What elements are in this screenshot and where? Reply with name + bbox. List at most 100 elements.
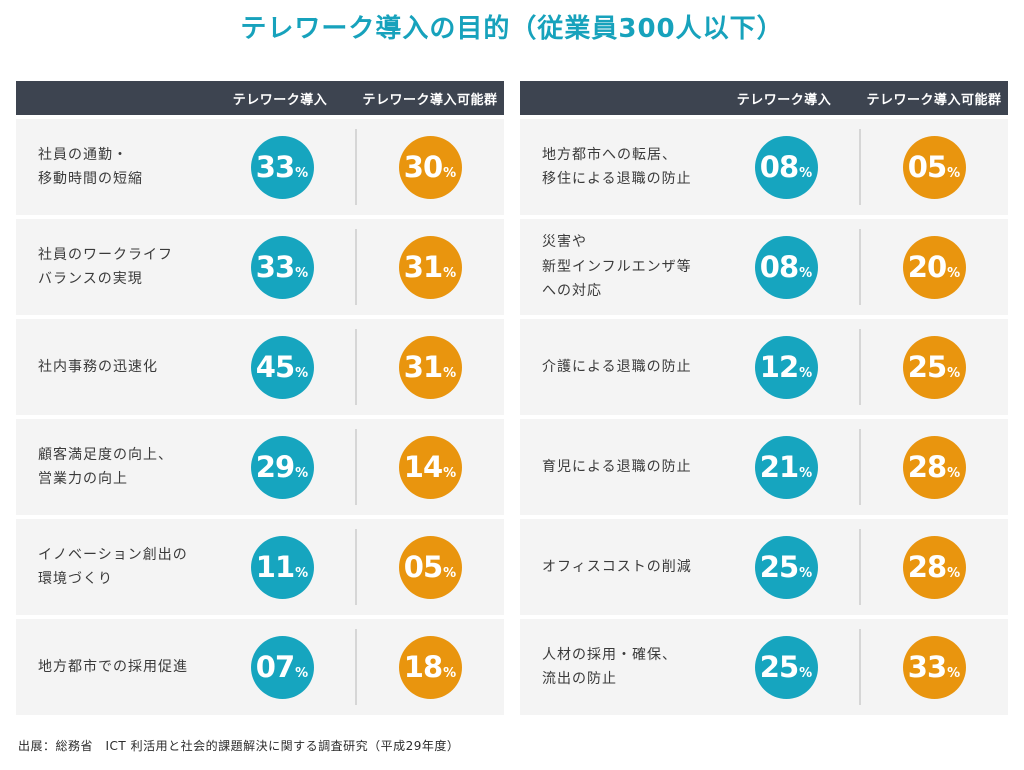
introduced-value: 21 (759, 449, 799, 484)
percent-sign: % (443, 165, 457, 181)
column-divider (355, 429, 357, 506)
table-row: 社員の通勤・ 移動時間の短縮 33% 30% (16, 119, 504, 216)
table-row: 育児による退職の防止 21% 28% (520, 419, 1008, 516)
source-note: 出展：総務省 ICT 利活用と社会的課題解決に関する調査研究（平成29年度） (18, 739, 460, 754)
percent-sign: % (295, 465, 309, 481)
introduced-value-circle: 11% (250, 535, 314, 599)
column-header-introduced: テレワーク導入 (736, 92, 832, 108)
introduced-value: 33 (255, 249, 295, 284)
column-divider (355, 329, 357, 406)
introduced-value-circle: 07% (250, 635, 314, 699)
introduced-cell: 07% (208, 635, 356, 699)
introduced-value: 33 (255, 149, 295, 184)
introduced-cell: 12% (712, 335, 860, 399)
row-label: 社内事務の迅速化 (38, 358, 158, 375)
row-label: 顧客満足度の向上、 営業力の向上 (38, 446, 173, 488)
introduced-value: 08 (759, 249, 799, 284)
possible-value-circle: 14% (398, 435, 462, 499)
possible-value: 28 (907, 549, 947, 584)
panel-left: テレワーク導入 テレワーク導入可能群 社員の通勤・ 移動時間の短縮 33% 30… (16, 81, 504, 716)
row-label: 介護による退職の防止 (542, 358, 692, 375)
percent-sign: % (947, 465, 961, 481)
possible-cell: 30% (356, 135, 504, 199)
percent-sign: % (947, 265, 961, 281)
panel-right: テレワーク導入 テレワーク導入可能群 地方都市への転居、 移住による退職の防止 … (520, 81, 1008, 716)
introduced-value-circle: 45% (250, 335, 314, 399)
introduced-value-circle: 25% (754, 635, 818, 699)
possible-value: 31 (403, 249, 443, 284)
percent-sign: % (295, 365, 309, 381)
introduced-value: 25 (759, 549, 799, 584)
percent-sign: % (947, 665, 961, 681)
introduced-cell: 45% (208, 335, 356, 399)
possible-value: 18 (403, 649, 443, 684)
possible-cell: 14% (356, 435, 504, 499)
panel-header-left: テレワーク導入 テレワーク導入可能群 (16, 81, 504, 116)
panel-header-right: テレワーク導入 テレワーク導入可能群 (520, 81, 1008, 116)
possible-value-circle: 28% (902, 535, 966, 599)
percent-sign: % (947, 365, 961, 381)
table-row: 地方都市への転居、 移住による退職の防止 08% 05% (520, 119, 1008, 216)
possible-value: 20 (907, 249, 947, 284)
introduced-cell: 33% (208, 235, 356, 299)
percent-sign: % (443, 365, 457, 381)
row-label: 地方都市での採用促進 (38, 658, 188, 675)
percent-sign: % (443, 565, 457, 581)
row-label: イノベーション創出の 環境づくり (38, 546, 188, 588)
table-row: 介護による退職の防止 12% 25% (520, 319, 1008, 416)
possible-cell: 28% (860, 435, 1008, 499)
introduced-cell: 29% (208, 435, 356, 499)
introduced-cell: 08% (712, 135, 860, 199)
introduced-value: 45 (255, 349, 295, 384)
possible-value: 33 (907, 649, 947, 684)
percent-sign: % (443, 265, 457, 281)
rows-right: 地方都市への転居、 移住による退職の防止 08% 05% 災害や 新型インフルエ… (520, 119, 1008, 716)
percent-sign: % (443, 665, 457, 681)
introduced-cell: 33% (208, 135, 356, 199)
column-divider (859, 429, 861, 506)
percent-sign: % (799, 265, 813, 281)
row-label: 社員のワークライフ バランスの実現 (38, 246, 173, 288)
introduced-value: 08 (759, 149, 799, 184)
table-row: 社員のワークライフ バランスの実現 33% 31% (16, 219, 504, 316)
introduced-cell: 25% (712, 635, 860, 699)
row-label: 災害や 新型インフルエンザ等 への対応 (542, 234, 692, 300)
percent-sign: % (295, 265, 309, 281)
percent-sign: % (443, 465, 457, 481)
row-label: オフィスコストの削減 (542, 558, 692, 575)
possible-value: 30 (403, 149, 443, 184)
introduced-value-circle: 33% (250, 135, 314, 199)
possible-value: 05 (907, 149, 947, 184)
possible-value-circle: 20% (902, 235, 966, 299)
column-divider (355, 229, 357, 306)
row-label: 人材の採用・確保、 流出の防止 (542, 646, 677, 688)
introduced-value: 07 (255, 649, 295, 684)
possible-cell: 28% (860, 535, 1008, 599)
possible-value-circle: 30% (398, 135, 462, 199)
row-label: 社員の通勤・ 移動時間の短縮 (38, 146, 143, 188)
column-divider (355, 129, 357, 206)
percent-sign: % (947, 165, 961, 181)
panels-container: テレワーク導入 テレワーク導入可能群 社員の通勤・ 移動時間の短縮 33% 30… (0, 81, 1024, 716)
introduced-value-circle: 08% (754, 235, 818, 299)
possible-cell: 25% (860, 335, 1008, 399)
row-label: 育児による退職の防止 (542, 458, 692, 475)
possible-value-circle: 33% (902, 635, 966, 699)
column-divider (859, 629, 861, 706)
introduced-value-circle: 21% (754, 435, 818, 499)
column-divider (859, 529, 861, 606)
column-divider (859, 329, 861, 406)
row-label: 地方都市への転居、 移住による退職の防止 (542, 146, 692, 188)
introduced-cell: 25% (712, 535, 860, 599)
column-header-introduced: テレワーク導入 (232, 92, 328, 108)
percent-sign: % (947, 565, 961, 581)
column-divider (859, 229, 861, 306)
possible-value: 28 (907, 449, 947, 484)
possible-cell: 20% (860, 235, 1008, 299)
possible-value: 14 (403, 449, 443, 484)
possible-cell: 33% (860, 635, 1008, 699)
introduced-value-circle: 12% (754, 335, 818, 399)
possible-value: 31 (403, 349, 443, 384)
introduced-value-circle: 08% (754, 135, 818, 199)
